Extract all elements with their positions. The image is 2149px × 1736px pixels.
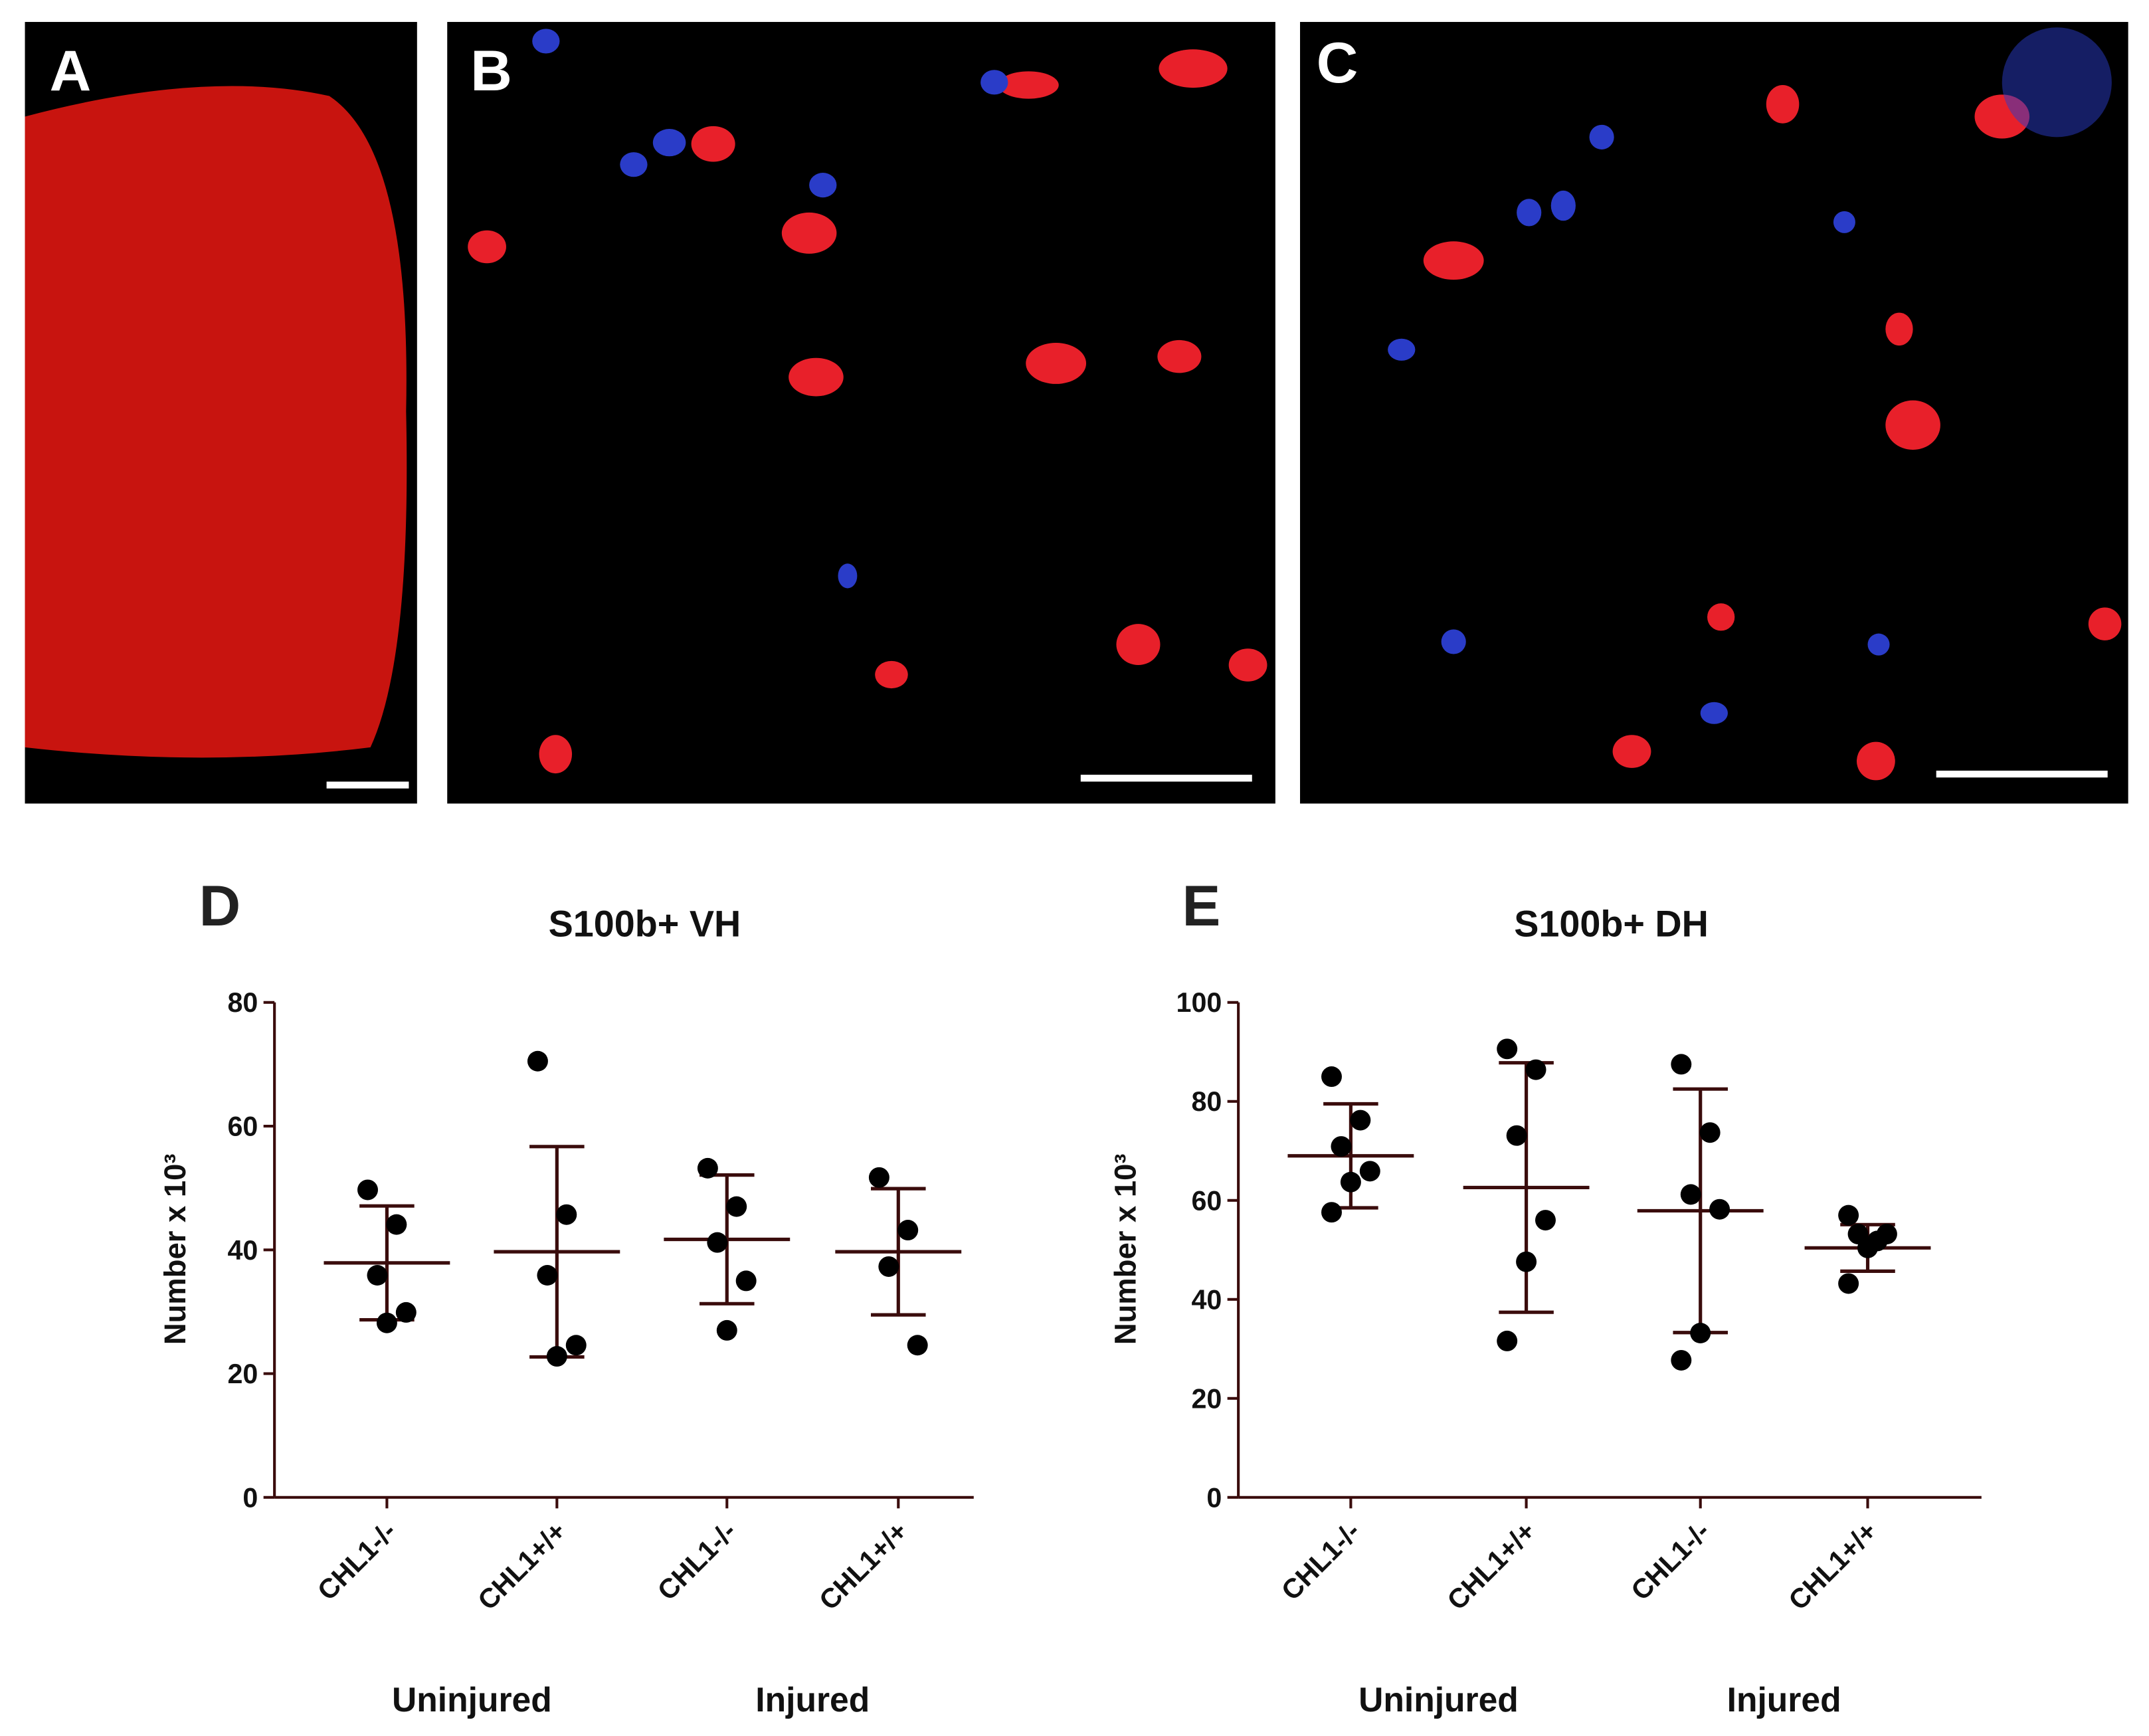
data-point (546, 1346, 567, 1367)
data-point (878, 1256, 899, 1277)
x-tick-label: CHL1-/- (1625, 1515, 1715, 1606)
x-tick-label: CHL1+/+ (1442, 1515, 1542, 1616)
y-tick-label: 40 (1191, 1284, 1222, 1315)
data-point (1838, 1273, 1859, 1294)
data-point (1709, 1199, 1730, 1220)
data-point (1671, 1349, 1692, 1371)
chart-title: S100b+ VH (549, 904, 741, 945)
y-tick-label: 20 (1191, 1383, 1222, 1414)
data-point (1506, 1125, 1527, 1146)
data-point (556, 1204, 577, 1225)
chart-title: S100b+ DH (1514, 904, 1709, 945)
data-point (565, 1335, 587, 1356)
scale-bar (1936, 770, 2108, 778)
data-point (357, 1179, 378, 1201)
data-point (1516, 1251, 1537, 1272)
y-tick-label: 60 (227, 1111, 258, 1141)
panel-label: A (50, 39, 92, 103)
nuclei (532, 29, 1008, 589)
micrograph-b (447, 22, 1275, 804)
y-tick-label: 80 (227, 987, 258, 1018)
data-point (697, 1157, 718, 1179)
x-tick-label: CHL1+/+ (472, 1515, 572, 1616)
data-point (726, 1196, 747, 1217)
data-point (707, 1232, 728, 1253)
cells (468, 49, 1267, 774)
data-point (1321, 1202, 1342, 1223)
x-tick-label: CHL1+/+ (1782, 1515, 1883, 1616)
x-tick-label: CHL1+/+ (813, 1515, 913, 1616)
group-label: Uninjured (392, 1680, 552, 1719)
data-point (1340, 1171, 1361, 1193)
x-tick-label: CHL1-/- (312, 1515, 402, 1606)
group-label: Uninjured (1358, 1680, 1519, 1719)
data-point (376, 1312, 397, 1333)
data-point (868, 1167, 889, 1188)
data-point (1671, 1054, 1692, 1075)
data-point (1359, 1161, 1380, 1182)
y-axis-label: Number x 10³ (158, 1153, 192, 1345)
y-tick-label: 60 (1191, 1185, 1222, 1216)
panel-label: C (1317, 31, 1358, 95)
cells (1423, 84, 2122, 781)
data-point (897, 1220, 919, 1240)
data-point (907, 1335, 928, 1356)
x-tick-label: CHL1-/- (1275, 1515, 1366, 1606)
data-point (367, 1265, 388, 1286)
y-tick-label: 20 (227, 1359, 258, 1389)
y-tick-label: 0 (1206, 1482, 1222, 1513)
scale-bar (326, 781, 409, 789)
micrograph-c (1300, 22, 2128, 804)
y-tick-label: 0 (242, 1482, 258, 1513)
data-point (1690, 1323, 1711, 1343)
data-point (395, 1302, 417, 1323)
data-point (1497, 1330, 1518, 1351)
panel-label: E (1182, 874, 1221, 938)
nuclei (1388, 27, 2112, 724)
data-point (527, 1050, 548, 1072)
data-point (1699, 1122, 1721, 1143)
y-tick-label: 80 (1191, 1086, 1222, 1117)
group-label: Injured (1727, 1680, 1841, 1719)
y-tick-label: 100 (1176, 987, 1222, 1018)
scale-bar (1080, 775, 1252, 782)
y-axis-label: Number x 10³ (1108, 1153, 1142, 1345)
data-point (1838, 1205, 1859, 1226)
data-point (1535, 1210, 1556, 1231)
data-point (1497, 1038, 1518, 1060)
data-point (735, 1270, 757, 1292)
data-point (1350, 1109, 1371, 1131)
data-point (386, 1214, 407, 1235)
data-point (1857, 1237, 1878, 1258)
data-point (1525, 1059, 1546, 1080)
data-point (716, 1319, 737, 1341)
data-point (1680, 1184, 1701, 1205)
y-tick-label: 40 (227, 1235, 258, 1266)
data-point (1321, 1066, 1342, 1088)
panel-label: D (199, 874, 241, 938)
data-point (537, 1265, 558, 1286)
data-point (1331, 1136, 1352, 1157)
group-label: Injured (755, 1680, 870, 1719)
panel-label: B (470, 39, 512, 103)
tissue-section (25, 86, 407, 758)
data-point (1876, 1223, 1897, 1244)
x-tick-label: CHL1-/- (652, 1515, 742, 1606)
